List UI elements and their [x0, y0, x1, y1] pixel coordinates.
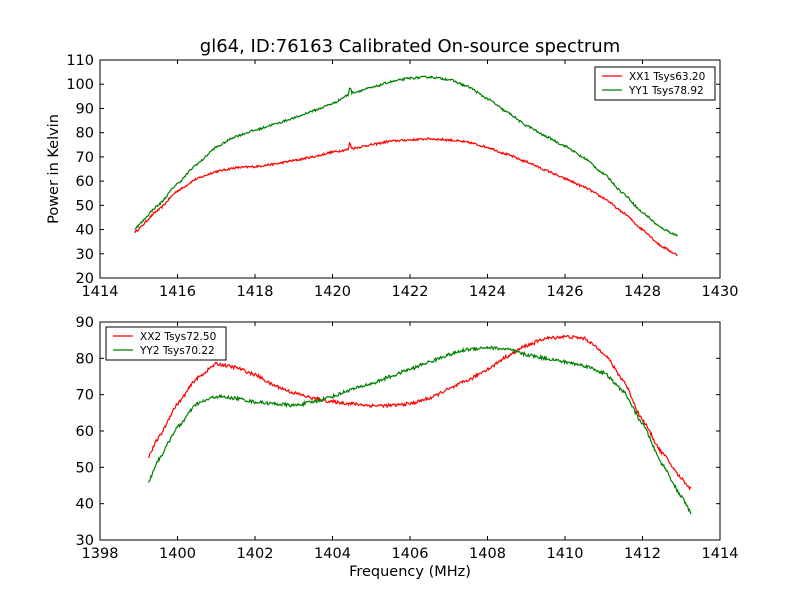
x-tick-label: 1424: [469, 284, 506, 300]
y-tick-label: 50: [76, 460, 94, 476]
y-tick-label: 30: [76, 247, 94, 263]
y-tick-label: 40: [76, 223, 94, 239]
y-tick-label: 30: [76, 533, 94, 549]
legend: XX1 Tsys63.20 YY1 Tsys78.92: [594, 66, 716, 101]
x-tick-label: 1400: [159, 546, 196, 562]
legend-label: XX2 Tsys72.50: [140, 331, 216, 343]
x-tick-label: 1420: [314, 284, 351, 300]
y-tick-label: 40: [76, 497, 94, 513]
legend-label: YY1 Tsys78.92: [628, 85, 704, 97]
y-tick-label: 60: [76, 424, 94, 440]
legend-label: XX1 Tsys63.20: [629, 71, 705, 83]
series-line-yy1: [134, 75, 678, 237]
x-tick-label: 1418: [237, 284, 274, 300]
x-tick-label: 1430: [702, 284, 739, 300]
x-tick-label: 1406: [392, 546, 429, 562]
series-group: [134, 75, 678, 257]
x-tick-label: 1422: [392, 284, 429, 300]
top-panel: 1414 1416 1418 1420 1422 1424 1426 1428 1430 20 30…: [66, 53, 738, 300]
y-tick-label: 80: [76, 351, 94, 367]
x-tick-label: 1414: [82, 284, 119, 300]
y-tick-label: 20: [76, 271, 94, 287]
x-tick-label: 1428: [624, 284, 661, 300]
y-tick-label: 90: [76, 101, 94, 117]
x-tick-label: 1410: [547, 546, 584, 562]
chart-title: gl64, ID:76163 Calibrated On-source spec…: [200, 36, 620, 57]
y-tick-label: 70: [76, 388, 94, 404]
x-tick-label: 1404: [314, 546, 351, 562]
y-tick-label: 100: [66, 77, 94, 93]
series-line-xx1: [134, 137, 678, 257]
y-axis-label-top: Power in Kelvin: [46, 114, 62, 224]
bottom-panel: 1398 1400 1402 1404 1406 1408 1410 1412 1414 30 40…: [76, 315, 739, 562]
x-tick-label: 1416: [159, 284, 196, 300]
y-tick-label: 50: [76, 198, 94, 214]
x-axis-label-bottom: Frequency (MHz): [349, 564, 471, 580]
legend-box: [594, 66, 716, 101]
x-tick-label: 1426: [547, 284, 584, 300]
x-tick-label: 1412: [624, 546, 661, 562]
x-tick-label: 1408: [469, 546, 506, 562]
x-tick-label: 1398: [82, 546, 119, 562]
series-group: [147, 334, 692, 515]
x-tick-label: 1414: [702, 546, 739, 562]
legend-label: YY2 Tsys70.22: [139, 345, 215, 357]
y-tick-label: 70: [76, 150, 94, 166]
y-tick-label: 80: [76, 126, 94, 142]
legend: XX2 Tsys72.50 YY2 Tsys70.22: [105, 326, 227, 361]
y-tick-label: 90: [76, 315, 94, 331]
x-tick-label: 1402: [237, 546, 274, 562]
series-line-yy2: [147, 345, 692, 515]
y-tick-label: 110: [66, 53, 94, 69]
y-tick-label: 60: [76, 174, 94, 190]
legend-box: [105, 326, 227, 361]
series-line-xx2: [147, 334, 692, 491]
